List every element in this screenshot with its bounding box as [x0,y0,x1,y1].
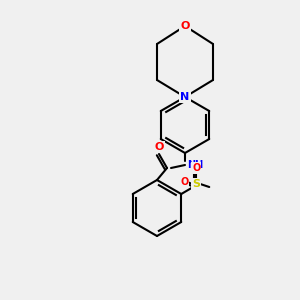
Text: O: O [192,163,200,173]
Text: N: N [180,92,190,102]
Text: S: S [192,179,200,189]
Text: O: O [154,142,164,152]
Text: O: O [180,21,190,31]
Text: NH: NH [187,160,203,170]
Text: O: O [180,177,188,187]
